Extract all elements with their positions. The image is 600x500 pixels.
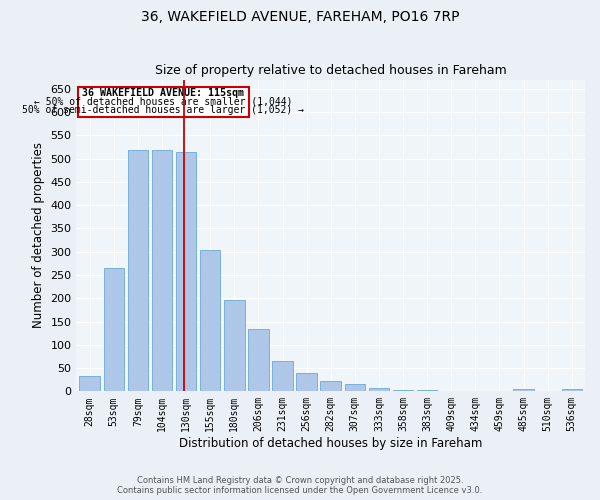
Bar	[417, 390, 437, 392]
Text: 36 WAKEFIELD AVENUE: 115sqm: 36 WAKEFIELD AVENUE: 115sqm	[82, 88, 244, 98]
Bar	[320, 381, 341, 392]
Bar	[513, 389, 534, 392]
Text: Contains HM Land Registry data © Crown copyright and database right 2025.
Contai: Contains HM Land Registry data © Crown c…	[118, 476, 482, 495]
Title: Size of property relative to detached houses in Fareham: Size of property relative to detached ho…	[155, 64, 506, 77]
Bar	[344, 384, 365, 392]
Bar	[128, 150, 148, 392]
Bar	[152, 150, 172, 392]
Text: ← 50% of detached houses are smaller (1,044): ← 50% of detached houses are smaller (1,…	[34, 96, 293, 106]
Bar	[104, 268, 124, 392]
Bar	[78, 86, 249, 117]
Bar	[224, 300, 245, 392]
Bar	[248, 330, 269, 392]
Text: 36, WAKEFIELD AVENUE, FAREHAM, PO16 7RP: 36, WAKEFIELD AVENUE, FAREHAM, PO16 7RP	[141, 10, 459, 24]
Text: 50% of semi-detached houses are larger (1,052) →: 50% of semi-detached houses are larger (…	[22, 105, 304, 115]
Bar	[79, 376, 100, 392]
Bar	[200, 250, 220, 392]
Y-axis label: Number of detached properties: Number of detached properties	[32, 142, 45, 328]
Bar	[562, 389, 582, 392]
Bar	[176, 152, 196, 392]
Bar	[272, 361, 293, 392]
X-axis label: Distribution of detached houses by size in Fareham: Distribution of detached houses by size …	[179, 437, 482, 450]
Bar	[296, 372, 317, 392]
Bar	[368, 388, 389, 392]
Bar	[393, 390, 413, 392]
